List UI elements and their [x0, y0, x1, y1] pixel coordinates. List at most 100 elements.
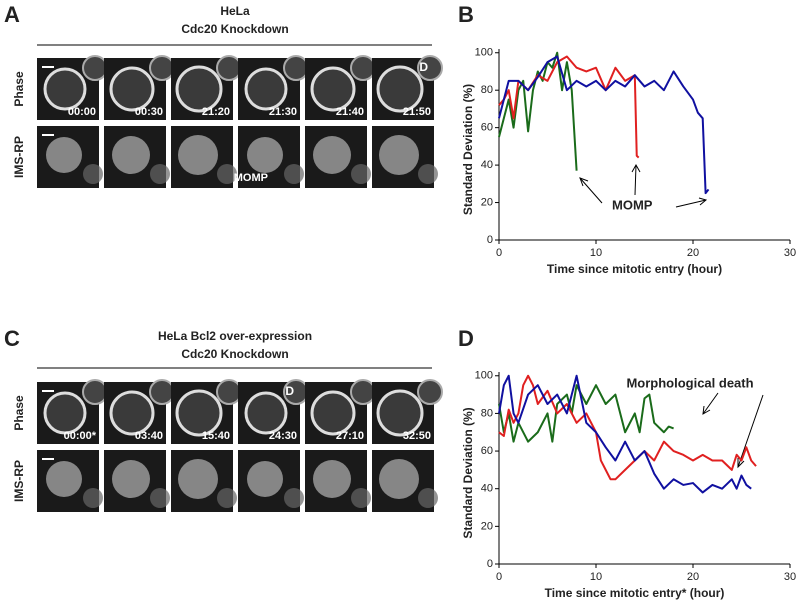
scale-bar	[42, 66, 54, 68]
panel-title: HeLa Bcl2 over-expression	[158, 329, 312, 343]
cell	[244, 391, 288, 435]
cell	[175, 389, 223, 437]
image-panels: 00:00 00:30 21:20 21:30 21:40 21:50 00:00* 03:4…	[37, 55, 443, 512]
cell	[150, 164, 170, 184]
y-tick-label: 100	[475, 370, 493, 382]
cell	[283, 55, 309, 81]
scale-bar	[42, 458, 54, 460]
timestamp: 00:30	[135, 106, 163, 118]
cell	[149, 379, 175, 405]
cell	[417, 379, 443, 405]
panel-letter: C	[4, 326, 20, 351]
data-line	[498, 374, 752, 494]
x-tick-label: 0	[496, 247, 502, 259]
cell	[418, 164, 438, 184]
data-line	[498, 51, 578, 171]
cell	[216, 379, 242, 405]
cell	[379, 459, 419, 499]
x-tick-label: 20	[687, 247, 699, 259]
timestamp: 21:30	[269, 106, 297, 118]
y-tick-label: 80	[481, 407, 493, 419]
cell	[46, 137, 82, 173]
x-axis-label: Time since mitotic entry (hour)	[547, 262, 722, 276]
cell	[112, 136, 150, 174]
momp-marker: MOMP	[234, 172, 268, 184]
y-tick-label: 20	[481, 196, 493, 208]
timestamp: 21:50	[403, 106, 431, 118]
cell	[150, 488, 170, 508]
timestamp: 00:00*	[64, 430, 97, 442]
y-tick-label: 40	[481, 483, 493, 495]
x-tick-label: 10	[590, 571, 602, 583]
x-tick-label: 20	[687, 571, 699, 583]
cell	[310, 390, 356, 436]
timestamp: 00:00	[68, 106, 96, 118]
y-tick-label: 60	[481, 445, 493, 457]
cell	[351, 488, 371, 508]
row-label: IMS-RP	[12, 136, 26, 178]
panel-letter: A	[4, 2, 20, 27]
y-axis-label: Standard Deviation (%)	[461, 407, 475, 538]
cell	[82, 55, 108, 81]
data-line	[498, 374, 757, 481]
cell	[178, 135, 218, 175]
y-tick-label: 0	[487, 558, 493, 570]
death-marker: D	[419, 60, 428, 74]
x-tick-label: 10	[590, 247, 602, 259]
y-tick-label: 80	[481, 84, 493, 96]
cell	[376, 389, 424, 437]
panel-title: HeLa	[220, 4, 250, 18]
timestamp: 24:30	[269, 430, 297, 442]
cell	[112, 460, 150, 498]
cell	[82, 379, 108, 405]
cell	[351, 164, 371, 184]
timestamp: 15:40	[202, 430, 230, 442]
cell	[350, 379, 376, 405]
x-axis-label: Time since mitotic entry* (hour)	[545, 586, 725, 600]
cell	[376, 65, 424, 113]
cell	[83, 164, 103, 184]
cell	[46, 461, 82, 497]
cell	[109, 390, 155, 436]
timestamp: 21:40	[336, 106, 364, 118]
y-tick-label: 60	[481, 122, 493, 134]
cell	[178, 459, 218, 499]
annotation: Morphological death	[626, 375, 753, 390]
cell	[175, 65, 223, 113]
cell	[350, 55, 376, 81]
cell	[217, 164, 237, 184]
cell	[310, 66, 356, 112]
scale-bar	[42, 390, 54, 392]
cell	[418, 488, 438, 508]
panel-title: Cdc20 Knockdown	[181, 347, 288, 361]
row-label: Phase	[12, 395, 26, 431]
data-line	[498, 55, 710, 195]
cell	[43, 391, 87, 435]
cell	[247, 137, 283, 173]
y-tick-label: 0	[487, 234, 493, 246]
cell	[43, 67, 87, 111]
row-label: Phase	[12, 71, 26, 107]
cell	[83, 488, 103, 508]
y-axis-label: Standard Deviation (%)	[461, 84, 475, 215]
cell	[247, 461, 283, 497]
x-tick-label: 30	[784, 247, 796, 259]
cell	[313, 136, 351, 174]
cell	[417, 55, 443, 81]
timestamp: 03:40	[135, 430, 163, 442]
death-marker: D	[285, 384, 294, 398]
panel-title: Cdc20 Knockdown	[181, 22, 288, 36]
cell	[284, 164, 304, 184]
cell	[244, 67, 288, 111]
cell	[109, 66, 155, 112]
scale-bar	[42, 134, 54, 136]
cell	[284, 488, 304, 508]
x-tick-label: 30	[784, 571, 796, 583]
y-tick-label: 40	[481, 159, 493, 171]
panel-letter: B	[458, 2, 474, 27]
timestamp: 27:10	[336, 430, 364, 442]
timestamp: 21:20	[202, 106, 230, 118]
y-tick-label: 20	[481, 520, 493, 532]
